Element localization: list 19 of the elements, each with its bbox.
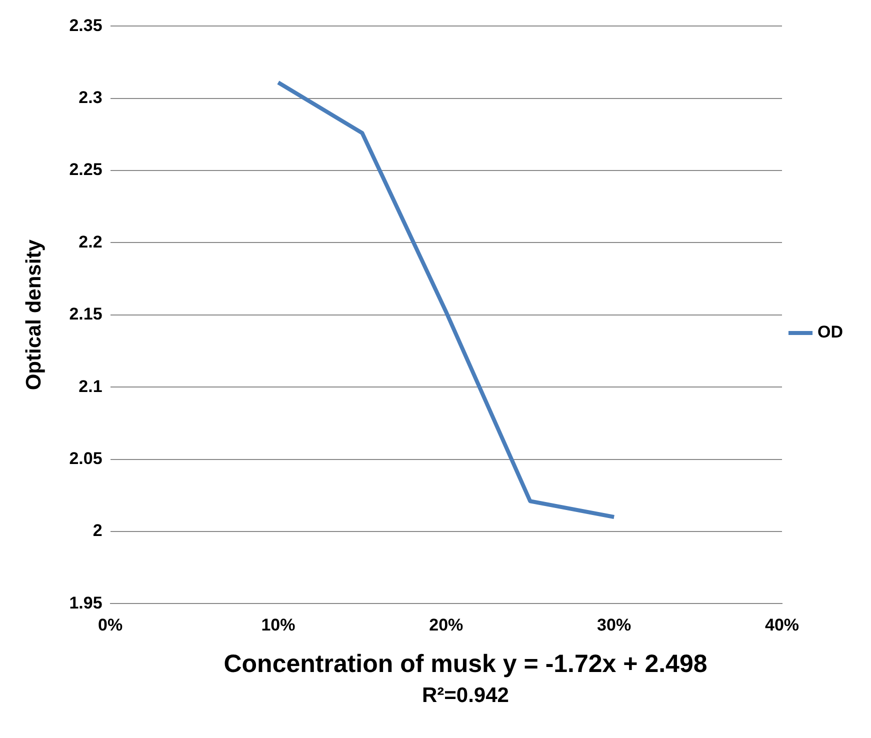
y-tick-label: 2.15 [69, 304, 102, 324]
x-axis-title: Concentration of musk [224, 650, 496, 678]
y-axis-title: Optical density [22, 239, 46, 390]
x-tick-label: 10% [261, 615, 296, 634]
y-tick-label: 2.05 [69, 448, 102, 468]
y-tick-label: 2 [92, 521, 102, 540]
y-tick-label: 2.3 [78, 88, 102, 108]
x-tick-label: 20% [429, 615, 464, 634]
legend-label: OD [818, 322, 843, 342]
y-tick-label: 2.25 [69, 160, 102, 180]
y-tick-label: 2.2 [78, 232, 102, 252]
y-tick-label: 1.95 [69, 593, 102, 612]
text: y = -1.72x + 2.498 [502, 650, 708, 678]
x-tick-label: 0% [98, 615, 123, 634]
y-tick-label: 2.1 [78, 376, 102, 396]
text: R²=0.942 [421, 683, 510, 709]
x-tick-label: 30% [597, 615, 632, 634]
y-tick-label: 2.35 [69, 16, 102, 35]
x-tick-label: 40% [764, 615, 800, 634]
